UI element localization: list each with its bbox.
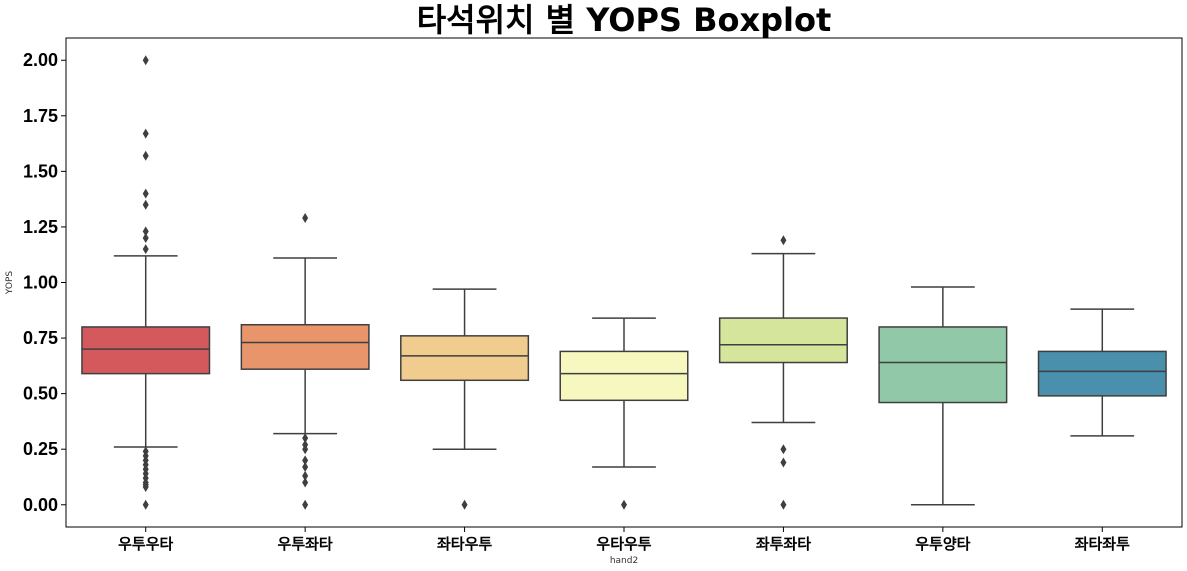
chart-title: 타석위치 별 YOPS Boxplot: [417, 1, 832, 39]
outlier-point: [142, 55, 149, 66]
y-axis-label: YOPS: [5, 271, 15, 296]
box-group: [718, 235, 848, 510]
box-group: [878, 286, 1008, 506]
outlier-point: [302, 477, 309, 488]
outlier-point: [780, 499, 787, 510]
box-group: [400, 288, 530, 510]
outlier-point: [142, 128, 149, 139]
y-tick-label: 1.50: [23, 161, 58, 181]
box: [718, 317, 848, 364]
x-axis: 우투우타 우투좌타 좌타우투 우타우투 좌투좌타 우투양타 좌타좌투: [118, 527, 1130, 553]
outlier-point: [142, 244, 149, 255]
outlier-point: [302, 213, 309, 224]
y-tick-label: 2.00: [23, 50, 58, 70]
y-axis: 0.00 0.25 0.50 0.75 1.00 1.25 1.50 1.75 2.00: [23, 50, 66, 515]
x-tick-label: 우투양타: [915, 535, 970, 553]
x-tick-label: 우투우타: [118, 535, 173, 553]
box-group: [559, 317, 689, 510]
outlier-point: [780, 444, 787, 455]
y-tick-label: 1.25: [23, 217, 58, 237]
box: [1037, 350, 1167, 397]
outlier-point: [142, 199, 149, 210]
outlier-point: [302, 455, 309, 466]
outlier-point: [142, 499, 149, 510]
y-tick-label: 0.25: [23, 439, 58, 459]
y-tick-label: 1.75: [23, 106, 58, 126]
outlier-point: [780, 235, 787, 246]
x-axis-label: hand2: [610, 556, 638, 566]
box: [81, 326, 211, 375]
outlier-point: [302, 444, 309, 455]
outlier-point: [461, 499, 468, 510]
box: [878, 326, 1008, 404]
outlier-point: [142, 481, 149, 492]
box-group: [240, 213, 370, 510]
y-tick-label: 1.00: [23, 273, 58, 293]
outlier-point: [142, 188, 149, 199]
outlier-point: [302, 433, 309, 444]
outlier-point: [780, 457, 787, 468]
x-tick-label: 좌타좌투: [1075, 535, 1130, 553]
x-tick-label: 우투좌타: [278, 535, 333, 553]
plot-area: [65, 37, 1183, 528]
box-group: [81, 55, 211, 510]
x-tick-label: 우타우투: [596, 535, 651, 553]
y-tick-label: 0.00: [23, 495, 58, 515]
outlier-point: [302, 461, 309, 472]
box: [559, 350, 689, 402]
y-tick-label: 0.50: [23, 384, 58, 404]
box: [400, 335, 530, 382]
y-tick-label: 0.75: [23, 328, 58, 348]
outlier-point: [142, 226, 149, 237]
outlier-point: [142, 150, 149, 161]
outlier-point: [302, 470, 309, 481]
box-group: [1037, 308, 1167, 437]
outlier-point: [621, 499, 627, 510]
x-tick-label: 좌투좌타: [756, 535, 811, 553]
outlier-point: [302, 499, 309, 510]
outlier-point: [142, 233, 149, 244]
box: [240, 323, 370, 370]
x-tick-label: 좌타우투: [437, 535, 492, 553]
